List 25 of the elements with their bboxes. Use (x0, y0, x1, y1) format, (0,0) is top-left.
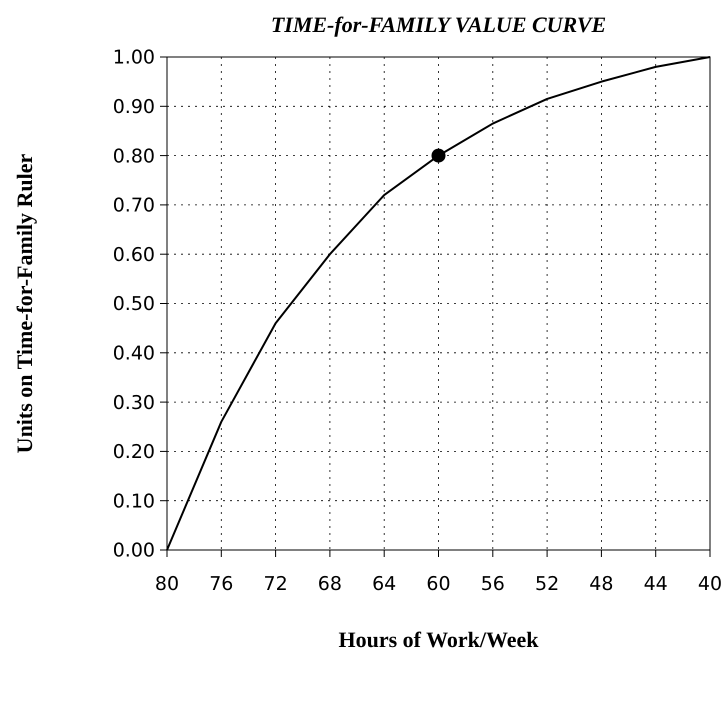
y-tick-label: 0.00 (112, 540, 155, 562)
y-tick-label: 0.70 (112, 194, 155, 217)
y-tick-label: 0.20 (112, 441, 155, 464)
y-tick-label: 0.90 (112, 96, 155, 118)
y-tick-label: 0.60 (112, 244, 155, 266)
x-tick-label: 52 (535, 573, 560, 595)
y-axis-title: Units on Time-for-Family Ruler (12, 153, 37, 454)
y-tick-label: 0.80 (112, 145, 155, 168)
x-tick-label: 60 (426, 573, 451, 595)
x-tick-label: 76 (209, 573, 234, 595)
x-tick-label: 56 (480, 573, 505, 595)
y-tick-label: 0.30 (112, 392, 155, 414)
x-tick-label: 72 (264, 573, 288, 595)
chart-title: TIME-for-FAMILY VALUE CURVE (270, 12, 606, 37)
x-tick-label: 40 (698, 573, 722, 595)
y-tick-label: 0.10 (112, 490, 155, 512)
x-axis-title: Hours of Work/Week (338, 627, 540, 652)
x-tick-label: 44 (644, 573, 668, 595)
y-tick-label: 1.00 (112, 46, 155, 69)
x-tick-label: 68 (318, 573, 342, 595)
y-tick-label: 0.50 (112, 293, 155, 316)
y-tick-label: 0.40 (112, 342, 155, 364)
x-tick-label: 48 (589, 573, 614, 595)
x-tick-label: 64 (372, 573, 396, 595)
x-tick-label: 80 (154, 573, 180, 595)
